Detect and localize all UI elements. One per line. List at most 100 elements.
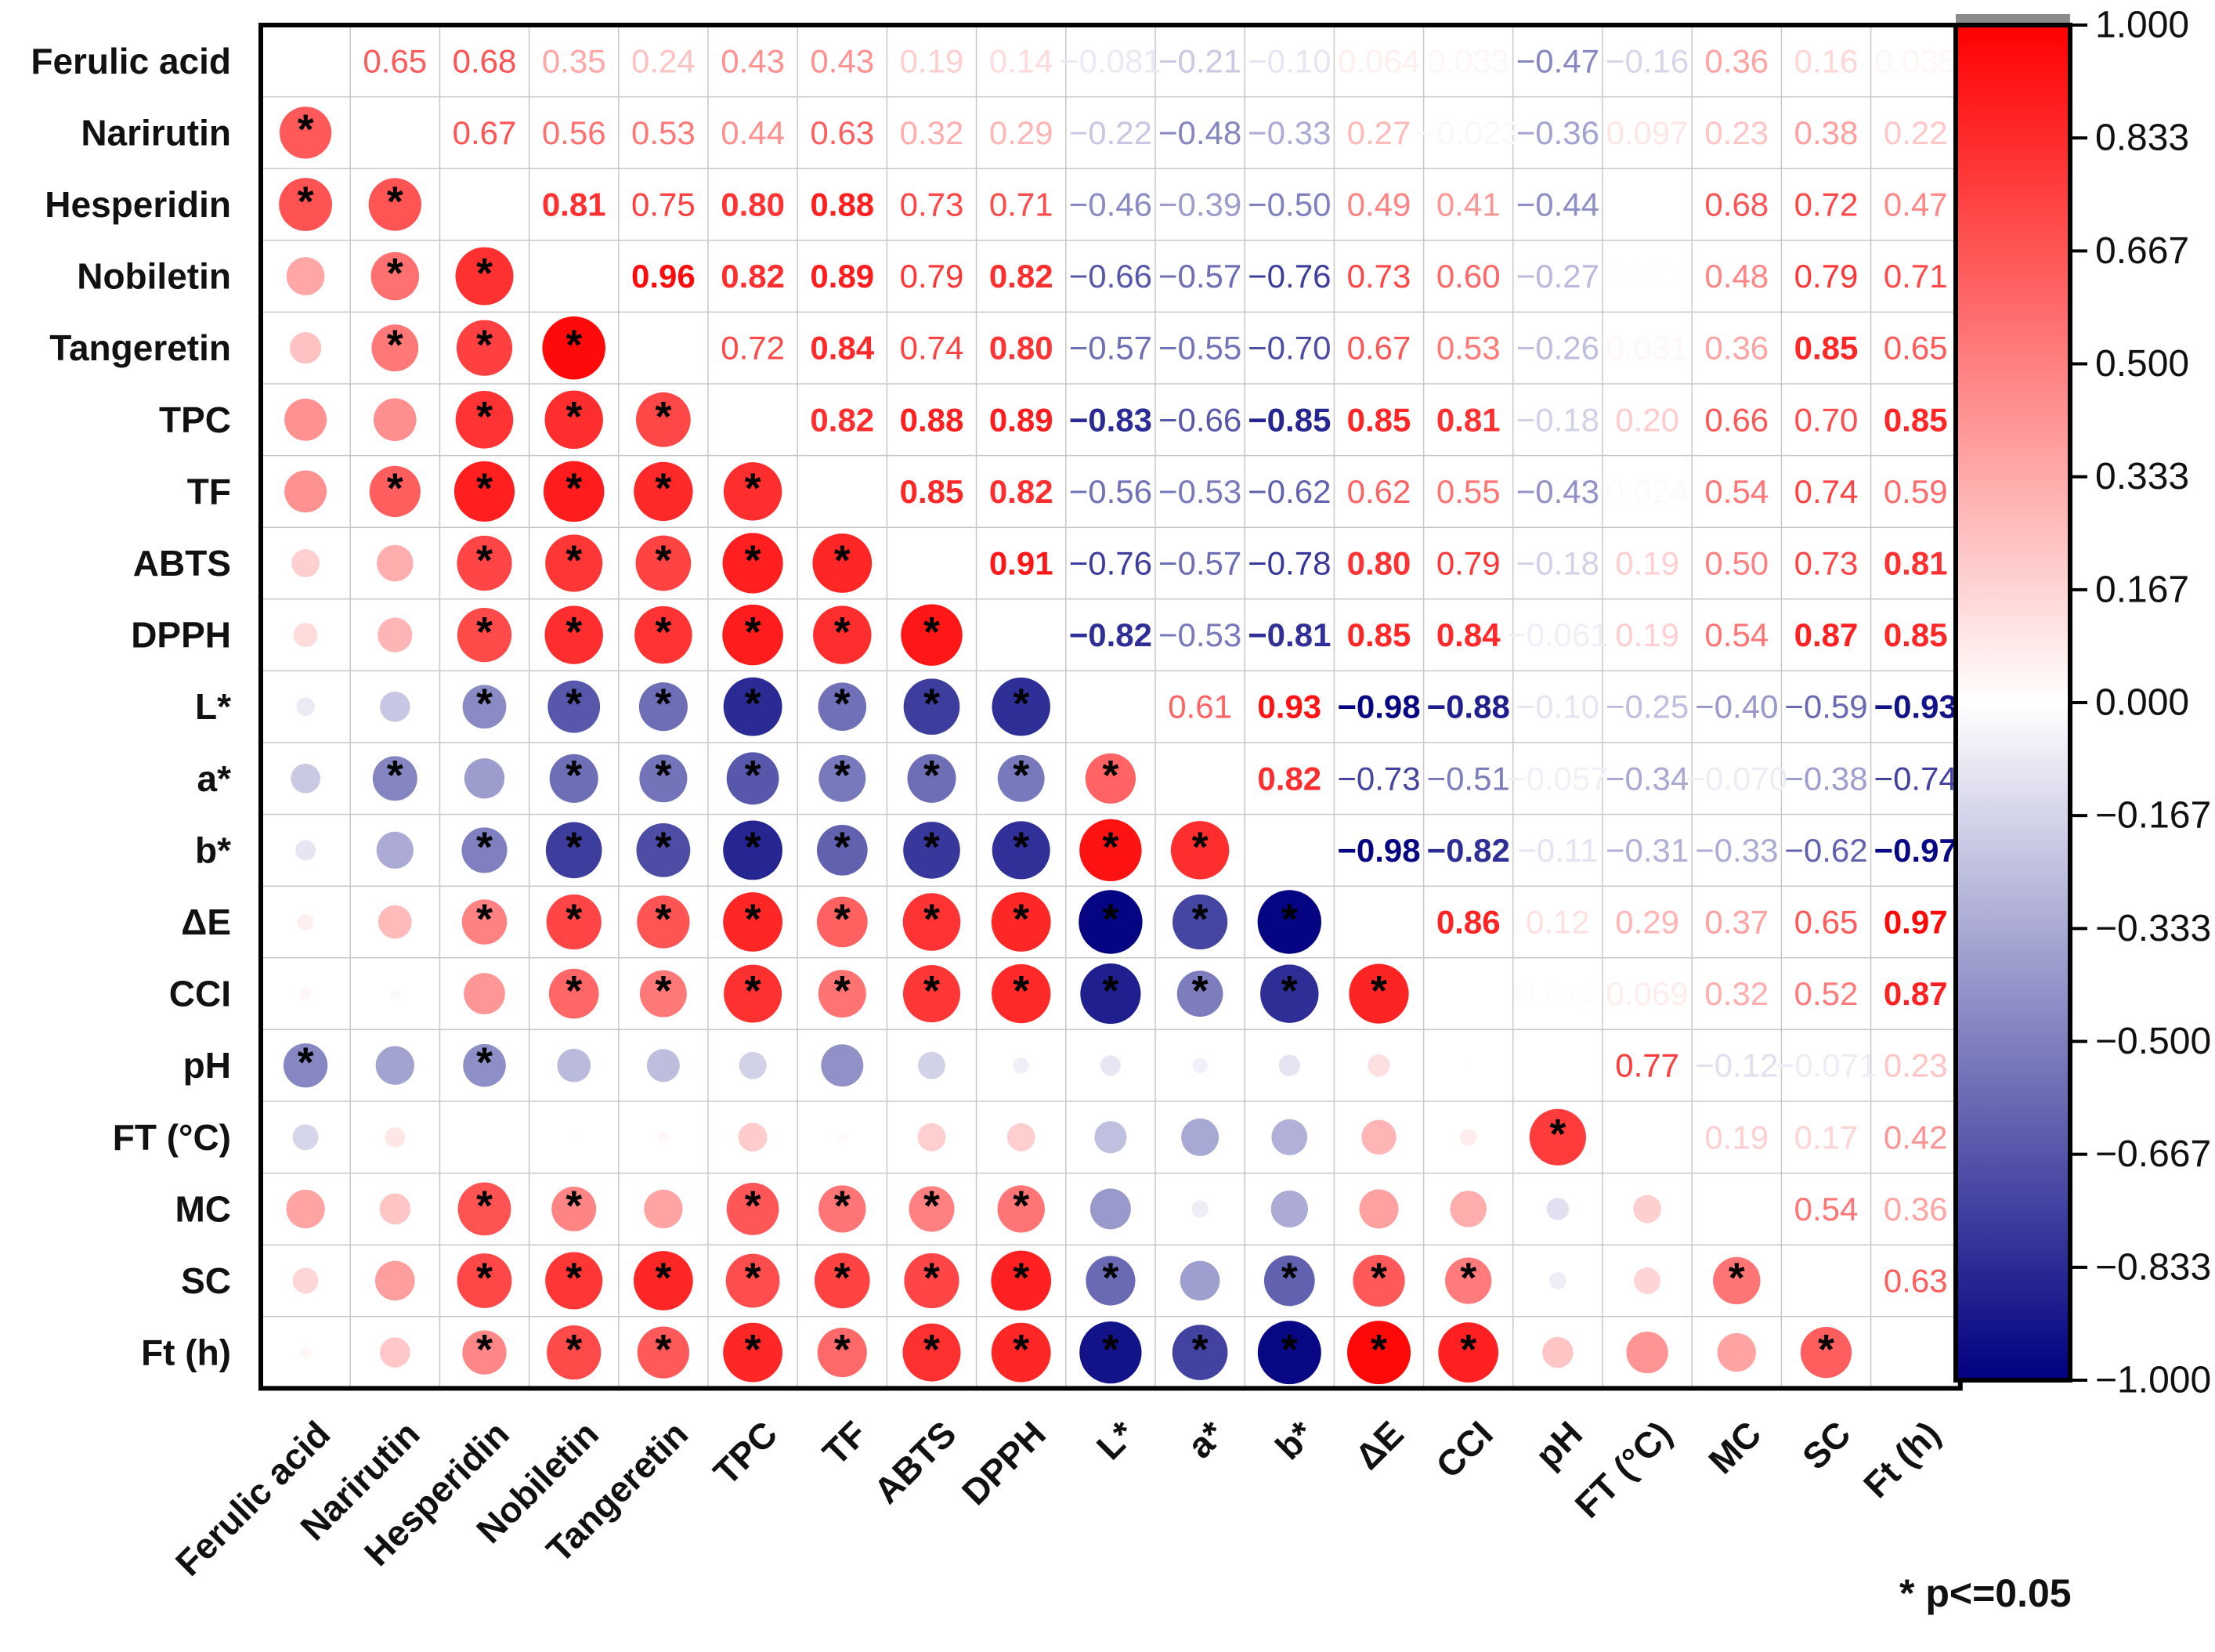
significance-star: * xyxy=(655,465,671,512)
significance-star: * xyxy=(476,537,493,584)
corr-value-4-11: −0.70 xyxy=(1248,330,1331,367)
corr-value-11-13: −0.82 xyxy=(1427,832,1510,869)
significance-star: * xyxy=(1013,752,1029,799)
corr-value-4-15: 0.031 xyxy=(1606,330,1689,367)
corr-value-0-14: −0.47 xyxy=(1516,42,1599,79)
corr-circle-3-0 xyxy=(286,257,325,295)
corr-circle-10-9 xyxy=(1085,753,1136,804)
significance-star: * xyxy=(565,465,582,512)
corr-value-0-18: 0.035 xyxy=(1874,42,1957,79)
significance-star: * xyxy=(1013,681,1029,728)
corr-value-13-15: 0.069 xyxy=(1606,975,1689,1012)
corr-value-16-17: 0.54 xyxy=(1794,1191,1859,1227)
significance-star: * xyxy=(476,393,493,440)
significance-star: * xyxy=(655,681,671,728)
corr-value-7-16: 0.50 xyxy=(1704,545,1769,582)
significance-star: * xyxy=(923,824,940,871)
row-label: FT (°C) xyxy=(113,1117,231,1158)
corr-value-5-10: −0.66 xyxy=(1158,401,1241,438)
corr-circle-13-2 xyxy=(464,973,505,1014)
corr-value-16-18: 0.36 xyxy=(1884,1191,1948,1227)
corr-circle-7-6 xyxy=(812,533,873,593)
corr-value-8-15: 0.19 xyxy=(1615,616,1679,653)
row-label: ΔE xyxy=(181,902,231,942)
corr-circle-10-3 xyxy=(549,754,598,803)
corr-value-2-9: −0.46 xyxy=(1069,186,1152,223)
corr-value-2-8: 0.71 xyxy=(989,186,1053,223)
corr-circle-16-13 xyxy=(1450,1191,1487,1227)
corr-circle-8-5 xyxy=(722,604,783,666)
corr-circle-13-4 xyxy=(639,970,687,1018)
corr-circle-14-13 xyxy=(1465,1061,1472,1069)
corr-value-15-16: 0.19 xyxy=(1704,1119,1769,1155)
corr-value-7-10: −0.57 xyxy=(1158,545,1241,582)
corr-circle-16-12 xyxy=(1359,1189,1399,1229)
significance-star: * xyxy=(1013,824,1029,871)
corr-value-10-12: −0.73 xyxy=(1337,760,1420,797)
corr-circle-4-0 xyxy=(289,332,322,364)
corr-circle-10-4 xyxy=(639,754,688,803)
corr-circle-13-1 xyxy=(390,989,400,999)
corr-value-0-5: 0.43 xyxy=(721,42,785,79)
corr-value-1-16: 0.23 xyxy=(1704,114,1769,151)
corr-value-9-12: −0.98 xyxy=(1337,689,1420,725)
column-label: a* xyxy=(1180,1413,1233,1466)
corr-value-2-14: −0.44 xyxy=(1516,186,1599,223)
significance-star: * xyxy=(1281,895,1298,942)
corr-value-1-14: −0.36 xyxy=(1516,114,1599,151)
significance-star: * xyxy=(1192,895,1209,942)
corr-value-5-18: 0.85 xyxy=(1884,401,1948,438)
column-label: L* xyxy=(1089,1413,1143,1467)
colorbar-tick-label: −0.167 xyxy=(2095,795,2211,837)
corr-circle-14-9 xyxy=(1100,1055,1121,1076)
corr-value-1-2: 0.67 xyxy=(453,114,517,151)
significance-star: * xyxy=(1460,1254,1476,1301)
corr-circle-17-13 xyxy=(1445,1257,1492,1304)
corr-circle-9-5 xyxy=(723,677,782,736)
corr-value-0-2: 0.68 xyxy=(453,42,517,79)
corr-circle-5-4 xyxy=(636,392,691,447)
corr-circle-18-3 xyxy=(547,1325,602,1380)
corr-circle-3-1 xyxy=(370,251,420,301)
corr-circle-17-16 xyxy=(1713,1256,1761,1305)
corr-value-12-14: 0.12 xyxy=(1526,904,1590,941)
corr-value-8-14: −0.061 xyxy=(1507,616,1609,653)
corr-value-0-13: 0.033 xyxy=(1427,42,1509,79)
corr-circle-13-7 xyxy=(902,965,961,1023)
corr-value-1-6: 0.63 xyxy=(810,114,874,151)
column-label: DPPH xyxy=(954,1413,1053,1513)
significance-star: * xyxy=(1013,1326,1029,1373)
corr-circle-11-5 xyxy=(723,820,783,880)
corr-value-3-11: −0.76 xyxy=(1248,258,1331,295)
significance-star: * xyxy=(387,250,403,297)
corr-circle-16-1 xyxy=(379,1193,411,1225)
corr-circle-10-0 xyxy=(291,763,320,793)
significance-star: * xyxy=(745,1183,761,1230)
corr-value-7-18: 0.81 xyxy=(1884,545,1948,582)
corr-value-3-4: 0.96 xyxy=(631,258,696,295)
corr-circle-11-3 xyxy=(545,822,602,879)
corr-circle-14-10 xyxy=(1192,1057,1208,1074)
corr-circle-13-12 xyxy=(1349,963,1409,1024)
corr-value-12-16: 0.37 xyxy=(1704,904,1769,941)
corr-value-10-17: −0.38 xyxy=(1784,760,1867,797)
corr-value-2-17: 0.72 xyxy=(1794,186,1859,223)
corr-value-11-14: −0.11 xyxy=(1517,832,1598,869)
corr-circle-11-1 xyxy=(376,831,414,869)
corr-circle-12-4 xyxy=(637,895,690,949)
corr-circle-13-11 xyxy=(1260,964,1319,1023)
column-label: SC xyxy=(1794,1413,1859,1477)
significance-star: * xyxy=(476,1039,493,1086)
corr-circle-18-4 xyxy=(637,1326,690,1379)
corr-circle-17-2 xyxy=(457,1253,512,1308)
corr-circle-6-2 xyxy=(453,461,515,522)
corr-value-1-3: 0.56 xyxy=(542,114,606,151)
corr-value-0-6: 0.43 xyxy=(810,42,874,79)
significance-star: * xyxy=(745,1254,761,1301)
corr-value-2-18: 0.47 xyxy=(1884,186,1948,223)
corr-value-7-9: −0.76 xyxy=(1069,545,1152,582)
significance-star: * xyxy=(565,393,582,440)
corr-circle-18-14 xyxy=(1542,1336,1574,1368)
corr-value-4-9: −0.57 xyxy=(1069,330,1152,367)
corr-circle-16-3 xyxy=(551,1186,597,1231)
